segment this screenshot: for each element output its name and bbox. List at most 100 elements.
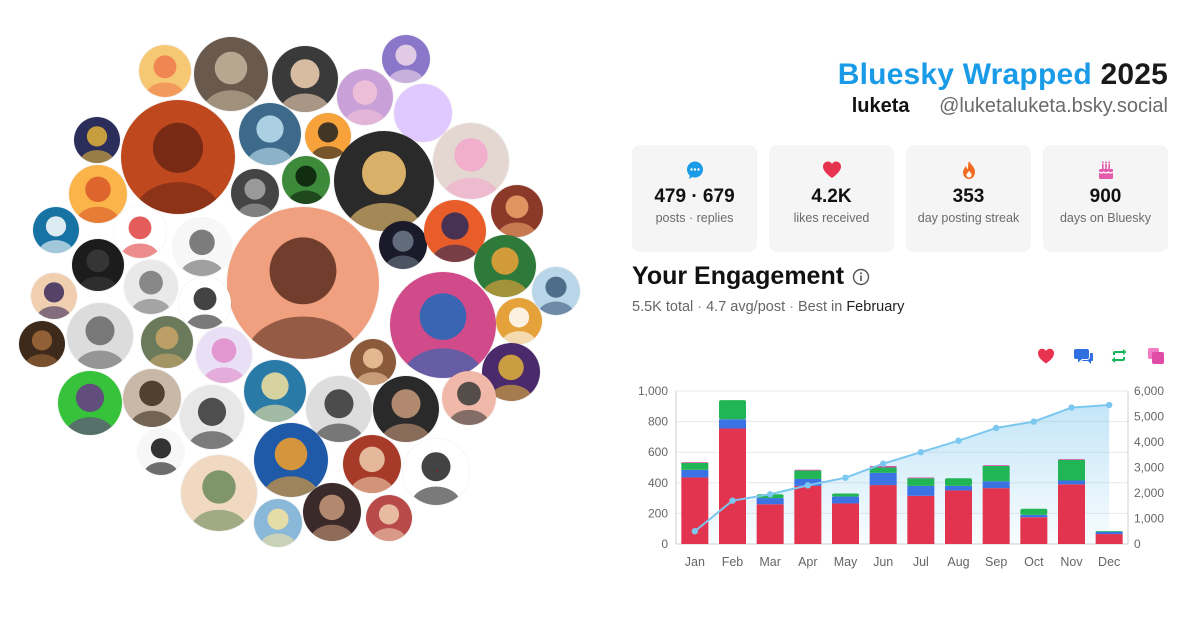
avatar bbox=[254, 423, 328, 497]
y-tick-label: 1,000 bbox=[638, 384, 668, 398]
avatar bbox=[179, 277, 231, 329]
quotes-bar-segment bbox=[907, 477, 935, 479]
cumulative-point bbox=[879, 460, 887, 467]
avatar bbox=[173, 218, 231, 276]
likes-bar-segment bbox=[794, 485, 822, 544]
best-month-prefix: Best in bbox=[797, 299, 843, 315]
avatar bbox=[141, 316, 193, 368]
avatar bbox=[532, 267, 580, 315]
avatar bbox=[373, 376, 439, 442]
avatar bbox=[231, 169, 279, 217]
page-title: Bluesky Wrapped 2025 bbox=[838, 58, 1168, 92]
user-line: luketa @luketaluketa.bsky.social bbox=[852, 95, 1168, 118]
reposts-bar-segment bbox=[1020, 508, 1048, 515]
x-tick-label: Jul bbox=[913, 555, 929, 569]
avatar bbox=[74, 117, 120, 163]
replies-bar-segment bbox=[681, 469, 709, 478]
quotes-bar-segment bbox=[982, 465, 1010, 466]
stat-value: 900 bbox=[1089, 186, 1122, 207]
best-month: February bbox=[846, 299, 905, 315]
avatar bbox=[196, 327, 252, 383]
x-tick-label: Sep bbox=[985, 555, 1007, 569]
avatar bbox=[124, 260, 178, 314]
reposts-bar-segment bbox=[869, 467, 897, 473]
x-tick-label: Oct bbox=[1024, 555, 1044, 569]
stat-card-streak: 353 day posting streak bbox=[906, 145, 1031, 252]
avatar bbox=[390, 272, 496, 378]
avatar bbox=[69, 165, 127, 223]
flame-icon bbox=[962, 161, 975, 179]
avatar bbox=[67, 303, 133, 369]
info-icon[interactable] bbox=[852, 268, 870, 286]
likes-bar-segment bbox=[832, 503, 859, 544]
avatar-collage bbox=[19, 35, 580, 547]
reply-icon[interactable] bbox=[1073, 346, 1093, 366]
avatar bbox=[72, 239, 124, 291]
y2-tick-label: 6,000 bbox=[1134, 384, 1164, 398]
quotes-bar-segment bbox=[681, 462, 709, 463]
engagement-summary: 5.5K total · 4.7 avg/post · Best in February bbox=[632, 299, 905, 315]
replies-bar-segment bbox=[756, 498, 784, 505]
likes-bar-segment bbox=[869, 485, 897, 544]
likes-bar-segment bbox=[982, 488, 1010, 544]
avatar bbox=[303, 483, 361, 541]
likes-bar-segment bbox=[1058, 484, 1085, 544]
stat-card-posts: 479 · 679 posts · replies bbox=[632, 145, 757, 252]
reposts-bar-segment bbox=[794, 470, 822, 479]
y2-tick-label: 5,000 bbox=[1134, 410, 1164, 424]
stat-label: day posting streak bbox=[917, 211, 1020, 225]
avatar bbox=[366, 495, 412, 541]
engagement-total: 5.5K total bbox=[632, 299, 694, 315]
reposts-bar-segment bbox=[719, 400, 746, 420]
title-year: 2025 bbox=[1100, 58, 1168, 91]
y-tick-label: 200 bbox=[648, 506, 668, 520]
cumulative-point bbox=[917, 449, 925, 456]
quote-icon[interactable] bbox=[1146, 346, 1166, 366]
likes-bar-segment bbox=[756, 504, 784, 544]
avatar bbox=[194, 37, 268, 111]
avatar bbox=[272, 46, 338, 112]
cumulative-point bbox=[842, 474, 849, 481]
x-tick-label: Jan bbox=[685, 555, 705, 569]
chart-legend bbox=[1036, 346, 1168, 368]
replies-bar-segment bbox=[832, 496, 859, 504]
avatar bbox=[139, 45, 191, 97]
y2-tick-label: 1,000 bbox=[1134, 512, 1164, 526]
avatar bbox=[436, 470, 438, 472]
x-tick-label: Mar bbox=[759, 555, 781, 569]
x-tick-label: Apr bbox=[798, 555, 817, 569]
stat-label: days on Bluesky bbox=[1059, 211, 1152, 225]
x-tick-label: Dec bbox=[1098, 555, 1120, 569]
reposts-bar-segment bbox=[1058, 459, 1085, 481]
y2-tick-label: 4,000 bbox=[1134, 435, 1164, 449]
stat-label: likes received bbox=[793, 211, 870, 225]
avatar bbox=[343, 435, 401, 493]
avatar bbox=[334, 131, 434, 231]
brand-title: Bluesky Wrapped bbox=[837, 58, 1092, 91]
speech-bubble-icon bbox=[686, 161, 703, 179]
heart-icon[interactable] bbox=[1036, 346, 1056, 366]
replies-bar-segment bbox=[907, 485, 935, 496]
likes-bar-segment bbox=[945, 490, 972, 544]
avatar bbox=[33, 207, 79, 253]
cumulative-point bbox=[691, 528, 699, 535]
quotes-bar-segment bbox=[794, 469, 822, 471]
replies-bar-segment bbox=[1095, 531, 1123, 535]
avatar bbox=[474, 235, 536, 297]
avatar bbox=[382, 35, 430, 83]
avatar bbox=[31, 273, 77, 319]
repost-icon[interactable] bbox=[1109, 346, 1129, 366]
stat-label: posts · replies bbox=[655, 211, 734, 225]
heart-icon bbox=[822, 161, 841, 178]
reposts-bar-segment bbox=[982, 465, 1010, 482]
avatar bbox=[254, 499, 302, 547]
replies-bar-segment bbox=[945, 485, 972, 491]
avatar bbox=[403, 439, 469, 505]
avatar bbox=[496, 298, 542, 344]
avatar bbox=[244, 360, 306, 422]
avatar bbox=[123, 369, 181, 427]
avatar bbox=[306, 376, 372, 442]
engagement-chart: 0 200 400 600 800 1,000 0 1,000 2,000 3,000 4,000 5… bbox=[628, 376, 1176, 576]
x-tick-label: May bbox=[834, 555, 858, 569]
avatar bbox=[282, 156, 330, 204]
